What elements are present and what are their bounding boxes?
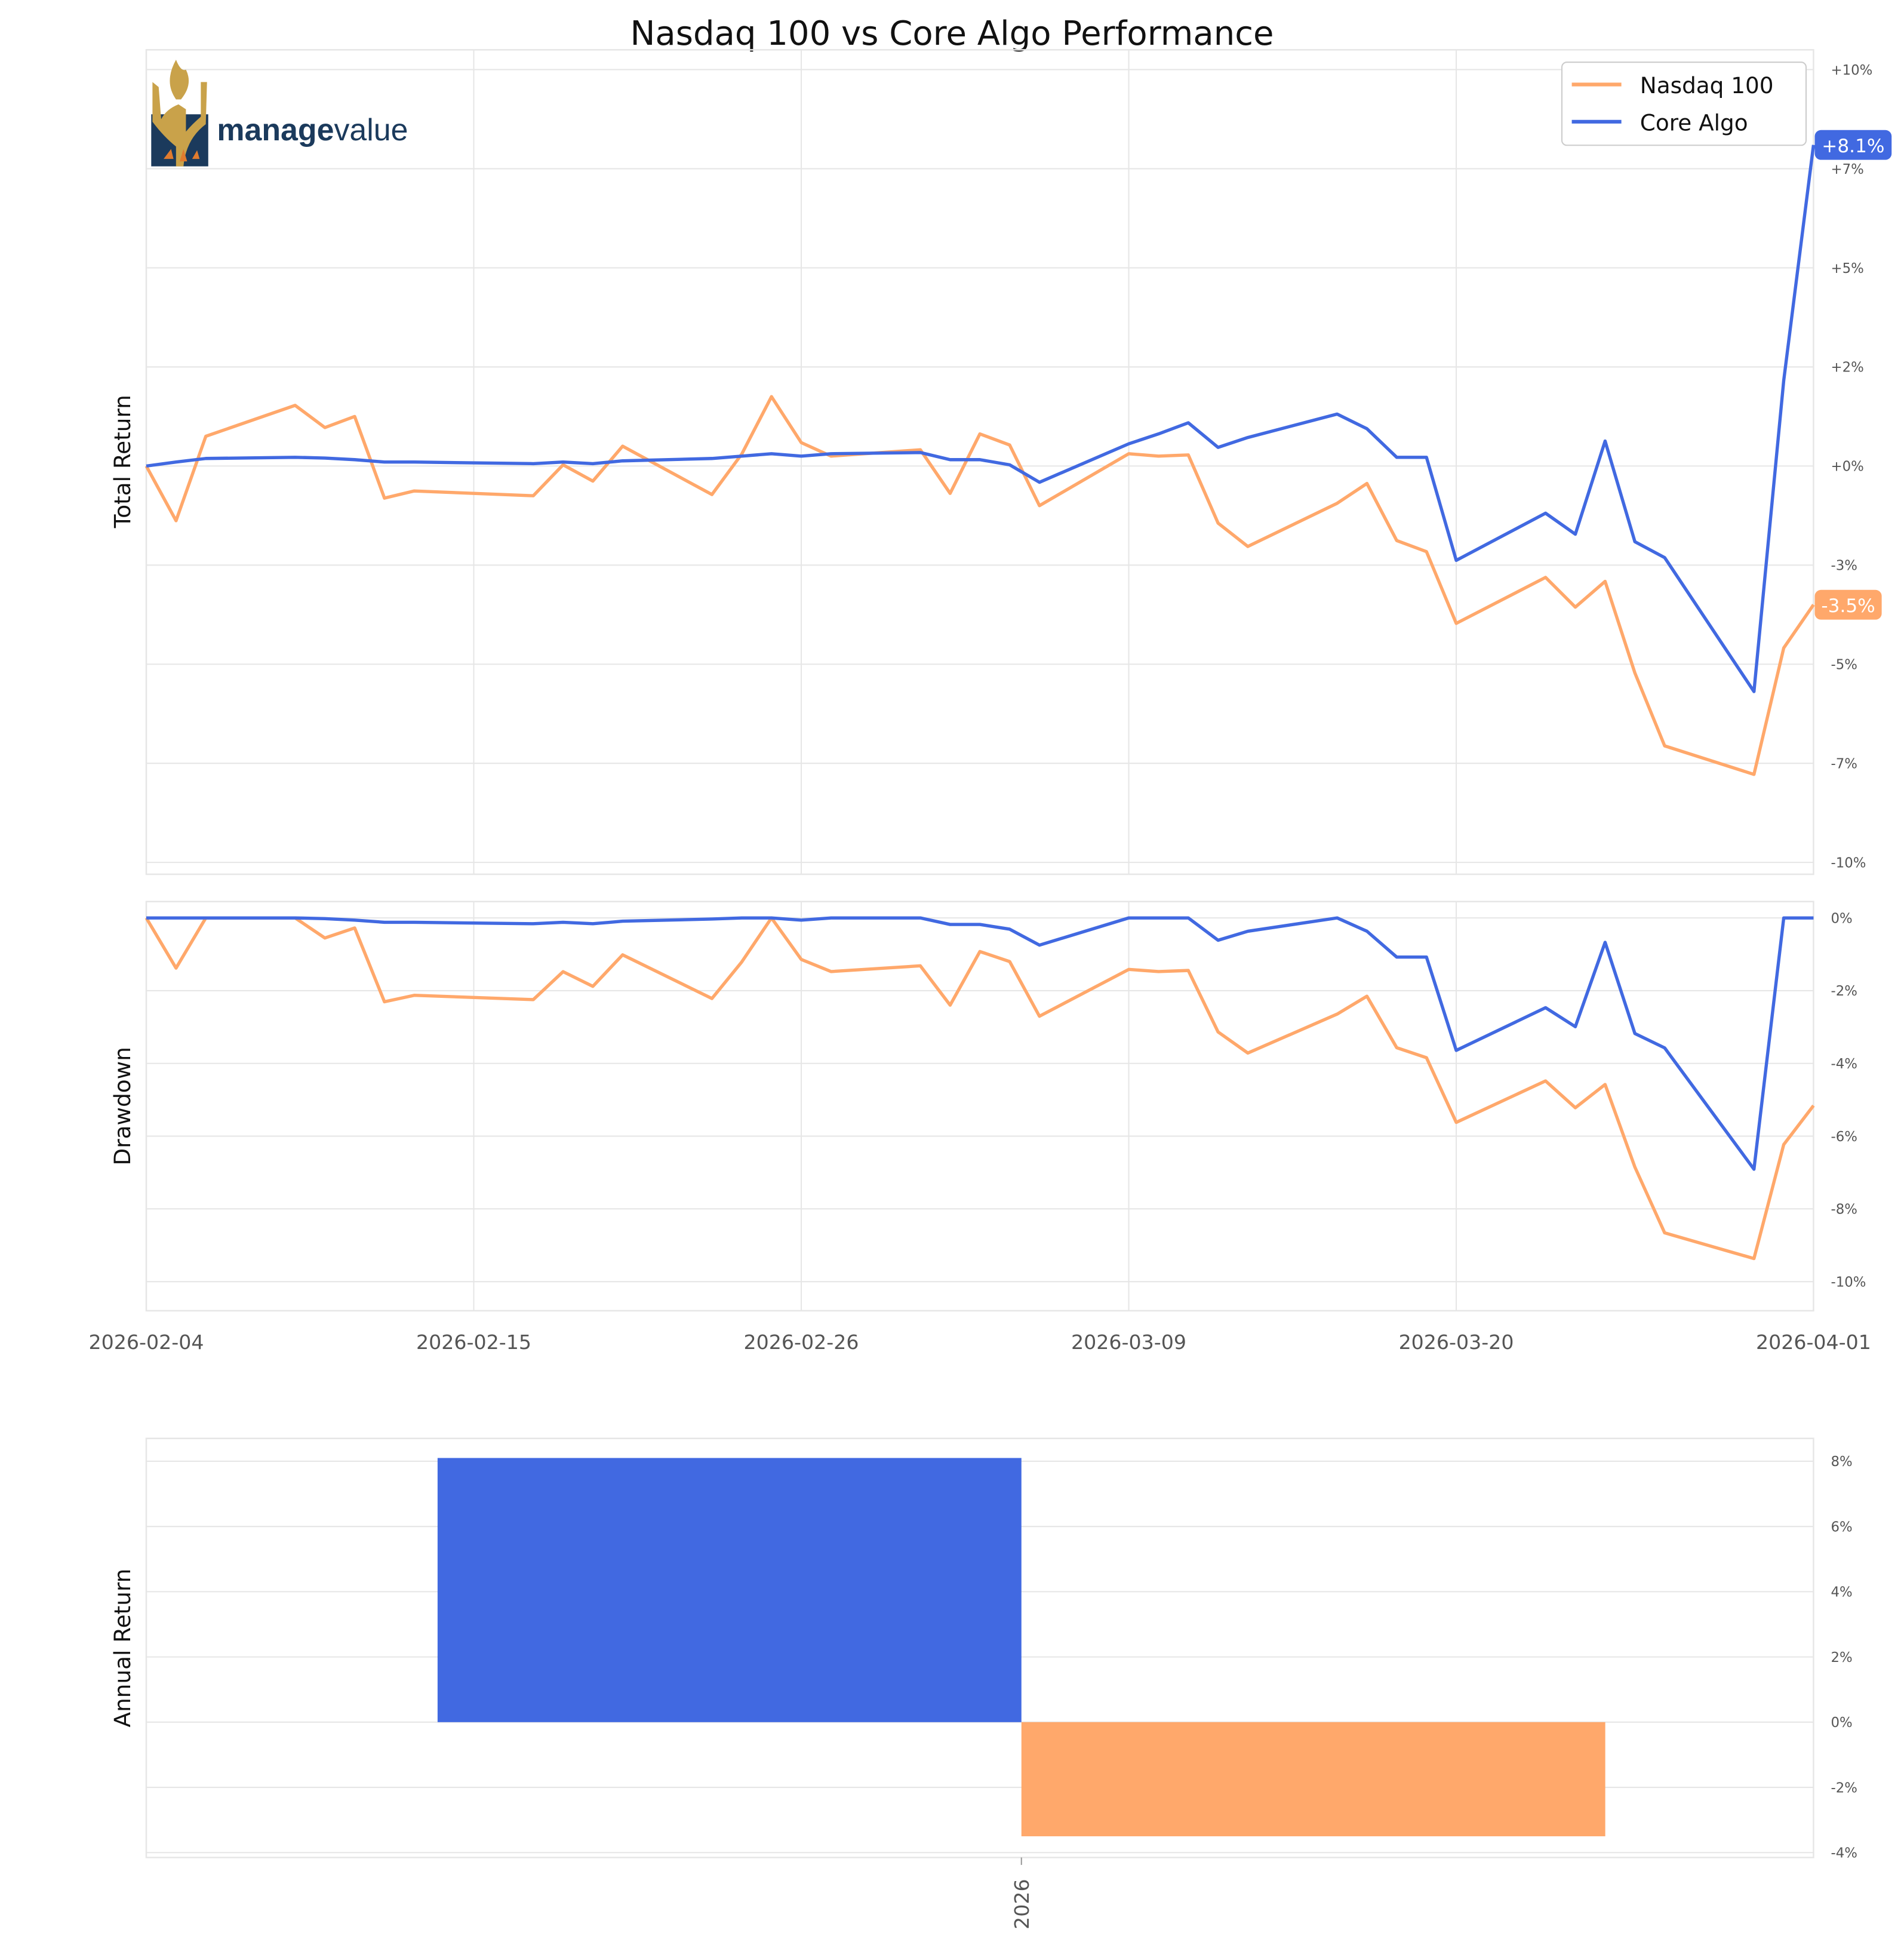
logo-phoenix-icon [152, 82, 207, 167]
x-tick-label: 2026-04-01 [1756, 1330, 1871, 1354]
y-tick-label: -10% [1831, 855, 1866, 871]
x-tick-label: 2026-02-15 [416, 1330, 531, 1354]
axes-frame [145, 901, 1814, 1312]
y-tick-label: 2% [1831, 1650, 1853, 1666]
y-tick-label: 8% [1831, 1454, 1853, 1470]
x-tick-label: 2026-02-04 [89, 1330, 204, 1354]
logo-leaves-icon [164, 149, 200, 162]
total-return-panel: +10% +7% +5% +2% +0% -3% -5% -7% -10% -3.5% +8.1% [144, 49, 1892, 875]
chart-title: Nasdaq 100 vs Core Algo Performance [630, 14, 1274, 53]
end-value-badge [1814, 130, 1892, 160]
legend: Nasdaq 100 Core Algo [1561, 62, 1807, 146]
logo: managevalue [151, 60, 408, 167]
y-tick-label: -6% [1831, 1129, 1857, 1145]
y-tick-label: -8% [1831, 1202, 1857, 1218]
y-tick-label: -10% [1831, 1274, 1866, 1290]
y-tick-label: +7% [1831, 162, 1864, 177]
axes-frame [145, 49, 1814, 875]
y-tick-label: +10% [1831, 63, 1873, 78]
axes-frame [145, 1437, 1814, 1858]
logo-wordmark: managevalue [217, 112, 408, 147]
y-tick-label: 6% [1831, 1519, 1853, 1535]
drawdown-line-nasdaq-100 [144, 916, 1815, 1261]
y-tick-label: +5% [1831, 261, 1864, 276]
y-tick-label: +2% [1831, 360, 1864, 376]
y-tick-label: -2% [1831, 1780, 1857, 1796]
end-value-badge [1814, 589, 1882, 620]
y-tick-label: -2% [1831, 984, 1857, 999]
y-axis-label-annual-return: Annual Return [109, 1569, 136, 1728]
legend-label-core-algo: Core Algo [1640, 109, 1748, 136]
y-tick-label: -4% [1831, 1846, 1857, 1861]
x-tick-label: 2026 [1010, 1879, 1033, 1929]
y-tick-label: -3% [1831, 558, 1857, 574]
drawdown-line-core-algo [146, 916, 1814, 1171]
drawdown-panel: 0% -2% -4% -6% -8% -10% 2026-02-04 2026-02-15 20… [89, 901, 1871, 1354]
y-tick-label: -4% [1831, 1056, 1857, 1072]
y-tick-label: 4% [1831, 1585, 1853, 1600]
line-core-algo [146, 145, 1816, 693]
y-tick-label: 0% [1831, 911, 1853, 926]
legend-label-nasdaq: Nasdaq 100 [1640, 72, 1774, 99]
legend-box [1561, 62, 1807, 146]
end-value-label: -3.5% [1821, 595, 1875, 617]
end-value-label: +8.1% [1822, 136, 1884, 157]
y-axis-label-total-return: Total Return [109, 395, 136, 528]
y-tick-label: +0% [1831, 459, 1864, 475]
annual-return-panel: 8% 6% 4% 2% 0% -2% -4% 2026 [145, 1437, 1857, 1929]
x-tick-label: 2026-03-20 [1399, 1330, 1514, 1354]
y-axis-label-drawdown: Drawdown [109, 1047, 136, 1165]
y-tick-label: -5% [1831, 657, 1857, 673]
line-nasdaq-100 [144, 395, 1815, 776]
y-tick-label: -7% [1831, 757, 1857, 772]
x-tick-label: 2026-03-09 [1071, 1330, 1186, 1354]
logo-flame-icon [170, 60, 189, 100]
x-tick-label: 2026-02-26 [744, 1330, 859, 1354]
y-tick-label: 0% [1831, 1715, 1853, 1731]
bar-nasdaq-100 [1021, 1722, 1605, 1836]
bar-core-algo [437, 1458, 1022, 1722]
